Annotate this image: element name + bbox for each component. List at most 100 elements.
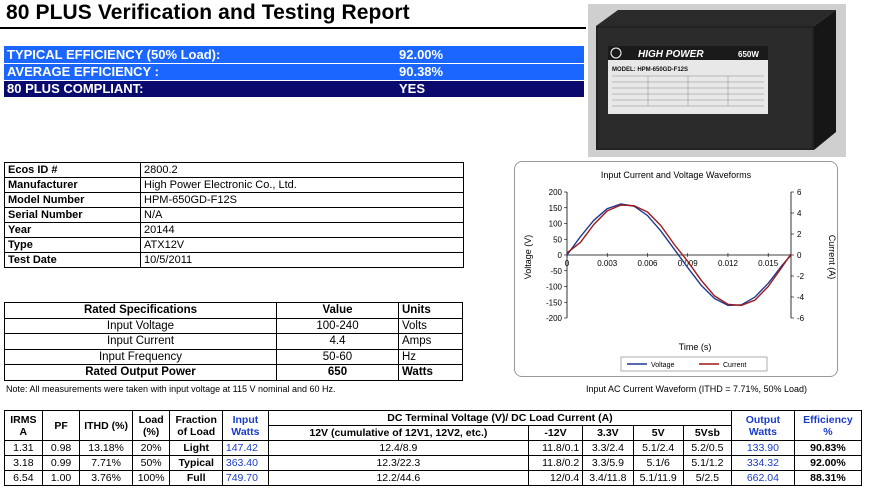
specs-header: Rated Specifications: [4, 302, 277, 319]
info-key: Manufacturer: [4, 177, 141, 193]
y2-axis-label: Current (A): [827, 235, 837, 280]
average-efficiency-value: 90.38%: [396, 63, 584, 81]
info-row: Ecos ID #2800.2: [4, 162, 464, 178]
report-title: 80 PLUS Verification and Testing Report: [6, 1, 410, 24]
v33-cell: 3.3/5.9: [582, 455, 634, 471]
efficiency-header-unit: %: [823, 425, 833, 438]
test-results-table: IRMS A PF ITHD (%) Load (%) Fraction of Loa…: [4, 410, 863, 486]
ithd-cell: 13.18%: [79, 440, 133, 456]
x-tick-label: 0.006: [637, 259, 658, 268]
output-watts-cell: 662.04: [730, 470, 795, 486]
spec-name: Rated Output Power: [4, 364, 277, 381]
measurement-note: Note: All measurements were taken with i…: [6, 384, 336, 394]
info-value: 20144: [140, 222, 464, 238]
spec-name: Input Frequency: [4, 348, 277, 365]
fraction-header: Fraction of Load: [169, 410, 223, 441]
model-label: MODEL: HPM-650GD-F12S: [612, 67, 688, 73]
chart-series: [566, 203, 792, 307]
series-voltage-line: [566, 203, 792, 307]
input-header-label2: Watts: [231, 425, 260, 438]
spec-name: Input Current: [4, 333, 277, 350]
fraction-cell: Typical: [169, 455, 223, 471]
x-tick-label: 0.009: [678, 259, 699, 268]
vm12-cell: 11.8/0.1: [527, 440, 584, 456]
y-tick-label: 0: [558, 251, 563, 260]
efficiency-cell: 90.83%: [793, 440, 863, 456]
output-watts-header: Output Watts: [730, 410, 795, 441]
y-tick-label: -150: [546, 298, 563, 307]
info-key: Serial Number: [4, 207, 141, 223]
typical-efficiency-value: 92.00%: [396, 46, 584, 64]
title-rule: [0, 27, 586, 29]
efficiency-cell: 88.31%: [793, 470, 863, 486]
y-axis-label: Voltage (V): [523, 235, 533, 280]
info-row: Test Date 10/5/2011: [4, 252, 464, 268]
v5-cell: 5.1/6: [632, 455, 684, 471]
y-tick-label: 150: [549, 204, 563, 213]
y-tick-label: 100: [549, 220, 563, 229]
y2-tick-label: -6: [797, 314, 805, 323]
pf-cell: 0.99: [41, 455, 81, 471]
chart-caption: Input AC Current Waveform (ITHD = 7.71%,…: [586, 384, 808, 394]
spec-unit: Amps: [398, 333, 463, 350]
brand-label: HIGH POWER: [638, 49, 704, 60]
results-row-full: 6.54 1.00 3.76% 100% Full 749.70 12.2/44…: [4, 470, 863, 486]
load-header: Load (%): [131, 410, 171, 441]
ithd-cell: 3.76%: [79, 470, 133, 486]
info-value: 2800.2: [140, 162, 464, 178]
pf-cell: 1.00: [41, 470, 81, 486]
typical-efficiency-label: TYPICAL EFFICIENCY (50% Load):: [4, 46, 396, 64]
irms-header: IRMS A: [4, 410, 43, 441]
fraction-header-label2: of Load: [177, 425, 216, 438]
info-key: Type: [4, 237, 141, 253]
info-value: 10/5/2011: [140, 252, 464, 268]
info-value: High Power Electronic Co., Ltd.: [140, 177, 464, 193]
compliant-row: 80 PLUS COMPLIANT: YES: [4, 80, 584, 98]
fraction-header-label: Fraction: [175, 413, 217, 426]
efficiency-header-label: Efficiency: [803, 413, 853, 426]
v5sb-cell: 5/2.5: [682, 470, 732, 486]
input-watts-cell: 363.40: [221, 455, 269, 471]
compliant-label: 80 PLUS COMPLIANT:: [4, 80, 396, 98]
spec-value: 650: [276, 364, 399, 381]
results-subheader-row: 12V (cumulative of 12V1, 12V2, etc.) -12…: [5, 425, 862, 441]
v12-cell: 12.3/22.3: [267, 455, 529, 471]
y-tick-label: -100: [546, 283, 563, 292]
v5sb-cell: 5.2/0.5: [682, 440, 732, 456]
y-tick-label: -50: [550, 267, 562, 276]
load-cell: 20%: [131, 440, 171, 456]
spec-unit: Volts: [398, 317, 463, 334]
waveform-chart-frame: Input Current and Voltage Waveforms Time…: [514, 161, 838, 377]
load-header-unit: (%): [142, 425, 160, 438]
irms-header-label: IRMS: [10, 413, 37, 426]
results-row-light: 1.31 0.98 13.18% 20% Light 147.42 12.4/8…: [4, 440, 863, 456]
product-info-table: Ecos ID #2800.2 Manufacturer High Power E…: [4, 162, 464, 268]
legend-label: Current: [723, 362, 746, 369]
v5sb-header: 5Vsb: [682, 425, 732, 441]
x-tick-label: 0.012: [718, 259, 739, 268]
x-tick-label: 0.015: [758, 259, 779, 268]
specs-row: Input Voltage 100-240 Volts: [4, 317, 463, 334]
info-key: Year: [4, 222, 141, 238]
output-watts-cell: 334.32: [730, 455, 795, 471]
load-cell: 50%: [131, 455, 171, 471]
input-watts-cell: 749.70: [221, 470, 269, 486]
output-watts-cell: 133.90: [730, 440, 795, 456]
info-row: Type ATX12V: [4, 237, 464, 253]
vm12-cell: 12/0.4: [527, 470, 584, 486]
vm12-header: -12V: [527, 425, 584, 441]
waveform-chart: Input Current and Voltage Waveforms Time…: [523, 170, 837, 372]
info-row: Year 20144: [4, 222, 464, 238]
vm12-cell: 11.8/0.2: [527, 455, 584, 471]
average-efficiency-label: AVERAGE EFFICIENCY :: [4, 63, 396, 81]
ithd-header: ITHD (%): [79, 410, 133, 441]
info-key: Ecos ID #: [4, 162, 141, 178]
product-photo: HIGH POWER 650W MODEL: HPM-650GD-F12S: [588, 4, 846, 157]
info-row: Model Number HPM-650GD-F12S: [4, 192, 464, 208]
specs-row: Input Frequency 50-60 Hz: [4, 348, 463, 365]
y2-tick-label: 0: [797, 251, 802, 260]
spec-unit: Watts: [398, 364, 463, 381]
watt-label: 650W: [738, 50, 759, 59]
series-current-line: [566, 204, 792, 307]
